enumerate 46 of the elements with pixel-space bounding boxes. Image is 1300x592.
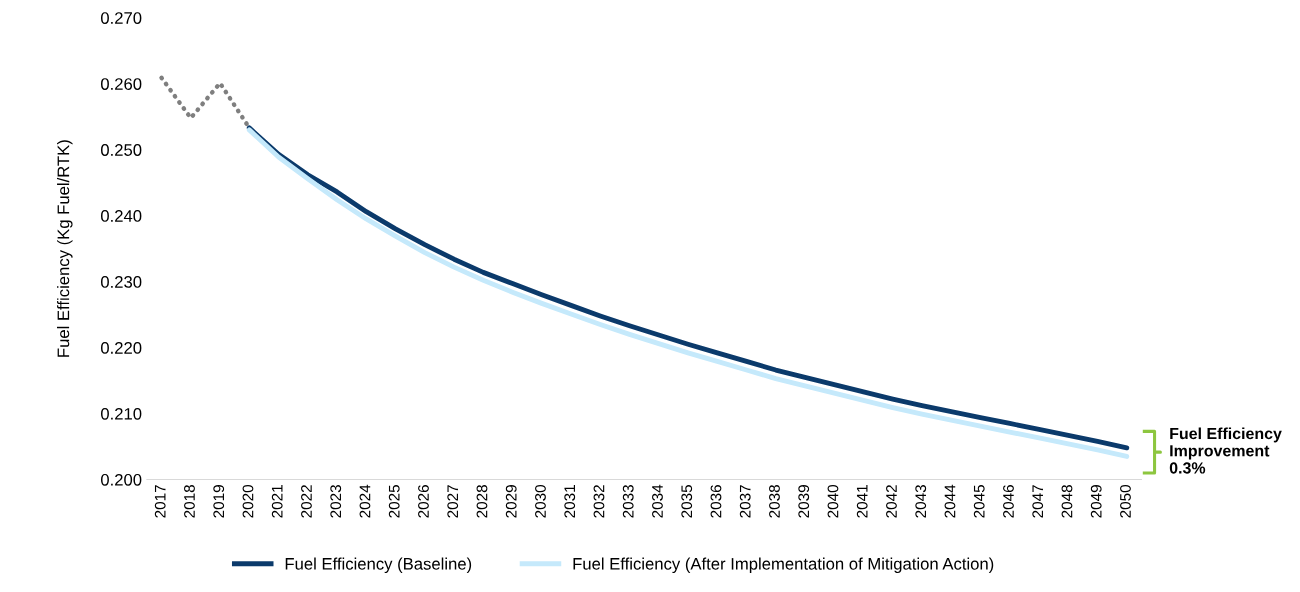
x-tick-label: 2041 — [856, 485, 868, 518]
x-tick-label: 2025 — [388, 485, 400, 518]
x-tick-label: 2020 — [242, 484, 254, 518]
x-tick-label: 2033 — [622, 485, 634, 518]
x-tick-label: 2038 — [769, 485, 780, 518]
x-tick-label: 2039 — [798, 485, 810, 518]
x-tick-label: 2042 — [886, 485, 897, 518]
x-tick-label: 2035 — [681, 485, 693, 518]
x-tick-label: 2022 — [301, 485, 312, 518]
x-tick-label: 2036 — [710, 485, 722, 518]
x-tick-label: 2023 — [330, 485, 342, 518]
legend-label: Fuel Efficiency (After Implementation of Mitigation Action) — [573, 557, 994, 574]
x-tick-label: 2028 — [476, 485, 488, 518]
y-tick-label: 0.230 — [100, 276, 142, 288]
y-tick-label: 0.260 — [100, 78, 142, 90]
x-tick-label: 2018 — [184, 485, 195, 518]
x-tick-label: 2026 — [418, 485, 429, 518]
x-tick-label: 2024 — [359, 484, 371, 518]
x-tick-label: 2045 — [973, 485, 985, 518]
legend-label: Fuel Efficiency (Baseline) — [285, 557, 472, 574]
x-tick-label: 2043 — [915, 485, 927, 518]
y-tick-label: 0.240 — [100, 210, 142, 222]
x-tick-label: 2047 — [1032, 485, 1044, 518]
x-tick-label: 2030 — [535, 484, 546, 518]
y-tick-label: 0.200 — [100, 473, 142, 486]
x-tick-label: 2046 — [1003, 485, 1014, 518]
y-tick-label: 0.210 — [100, 407, 142, 420]
x-tick-label: 2029 — [505, 485, 517, 518]
x-tick-label: 2021 — [271, 485, 283, 518]
x-tick-label: 2034 — [652, 484, 663, 518]
x-tick-label: 2050 — [1120, 484, 1131, 518]
x-tick-label: 2044 — [944, 484, 956, 518]
x-tick-label: 2017 — [154, 485, 166, 518]
x-tick-label: 2019 — [213, 485, 225, 518]
y-tick-label: 0.220 — [100, 341, 142, 354]
x-tick-label: 2037 — [739, 485, 751, 518]
x-tick-label: 2049 — [1090, 485, 1102, 518]
y-tick-label: 0.270 — [100, 12, 142, 24]
x-tick-label: 2032 — [593, 485, 605, 518]
y-axis-title: Fuel Efficiency (Kg Fuel/RTK) — [57, 140, 73, 357]
text: Fuel Efficiency Improvement 0.3% — [1169, 427, 1282, 474]
x-tick-label: 2040 — [827, 484, 839, 518]
x-tick-label: 2031 — [564, 485, 576, 518]
y-tick-label: 0.250 — [100, 144, 142, 156]
x-tick-label: 2048 — [1061, 485, 1073, 518]
x-tick-label: 2027 — [447, 485, 459, 518]
